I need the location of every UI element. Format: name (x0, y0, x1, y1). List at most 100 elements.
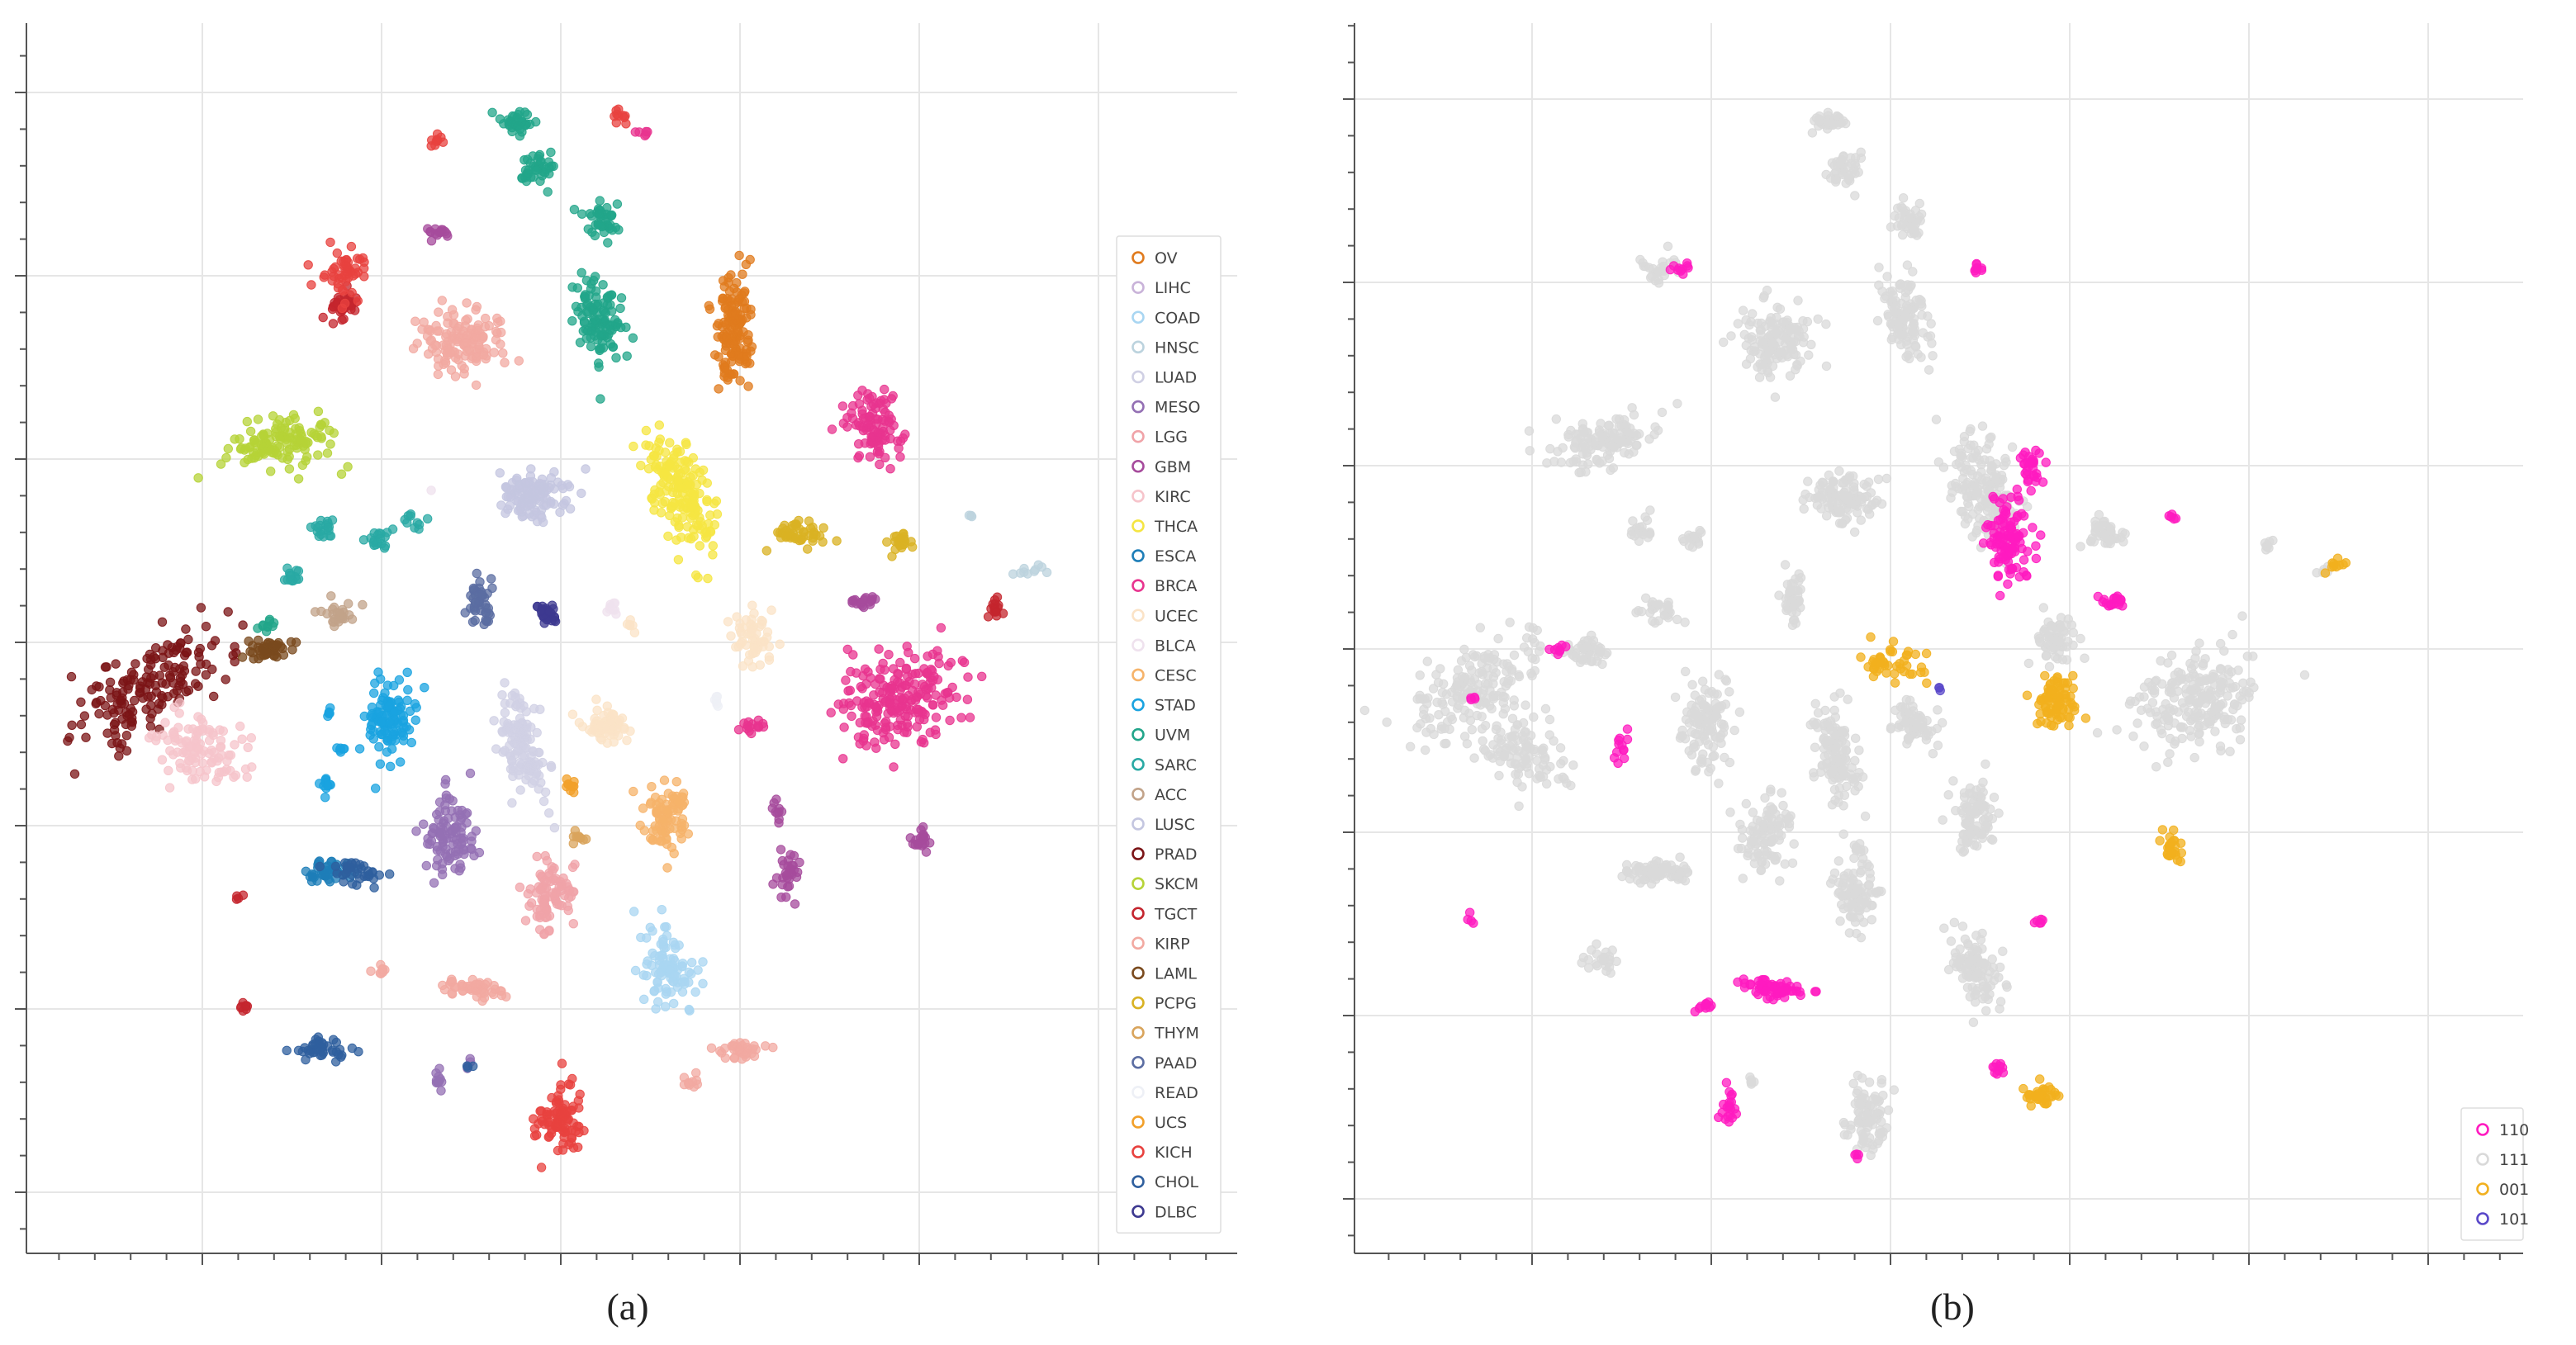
legend-label: KIRP (1155, 935, 1190, 953)
data-point (191, 679, 201, 689)
data-point (552, 1096, 562, 1106)
data-point (157, 755, 168, 765)
data-point (1871, 887, 1881, 897)
data-point (1657, 407, 1668, 418)
data-point (546, 498, 556, 509)
data-point (2132, 718, 2142, 728)
data-point (630, 965, 641, 976)
data-point (316, 432, 326, 442)
data-point (1511, 770, 1520, 779)
data-point (918, 830, 928, 840)
data-point (858, 736, 869, 746)
data-point (1672, 399, 1682, 409)
data-point (600, 315, 610, 325)
data-point (847, 598, 857, 608)
data-point (1959, 788, 1970, 798)
data-point (2194, 682, 2204, 692)
data-point (332, 248, 342, 258)
data-point (249, 437, 259, 448)
data-point (380, 688, 390, 698)
data-point (374, 707, 384, 717)
data-point (1412, 722, 1422, 733)
data-point (507, 477, 518, 488)
data-point (547, 161, 557, 171)
legend-label: OV (1155, 249, 1178, 268)
data-point (94, 708, 104, 719)
data-point (543, 1132, 553, 1142)
data-point (221, 452, 231, 463)
data-point (378, 967, 388, 978)
data-point (683, 829, 693, 839)
data-point (687, 958, 697, 968)
data-point (903, 722, 913, 732)
data-point (1608, 463, 1619, 473)
data-point (689, 532, 699, 542)
data-point (294, 423, 304, 433)
data-point (2190, 713, 2200, 722)
data-point (1565, 457, 1576, 468)
data-point (512, 496, 522, 506)
data-point (2163, 658, 2173, 668)
data-point (216, 459, 226, 469)
data-point (882, 683, 892, 693)
data-point (102, 728, 112, 738)
data-point (158, 730, 168, 740)
data-point (1858, 1136, 1868, 1146)
data-point (1767, 813, 1777, 823)
data-point (1469, 753, 1479, 763)
data-point (470, 615, 480, 626)
data-point (752, 644, 762, 655)
data-point (130, 659, 140, 669)
data-point (774, 814, 784, 824)
data-point (1968, 1017, 1979, 1027)
data-point (1839, 1130, 1850, 1140)
data-point (929, 671, 939, 681)
data-point (376, 674, 386, 684)
data-point (390, 707, 400, 717)
data-point (532, 851, 542, 862)
data-point (428, 828, 438, 838)
data-point (519, 733, 530, 743)
legend-label: KIRC (1155, 488, 1191, 506)
data-point (181, 624, 191, 634)
legend-label: KICH (1155, 1144, 1193, 1162)
data-point (151, 736, 161, 746)
data-point (2232, 724, 2242, 734)
data-point (1810, 699, 1820, 708)
data-point (742, 723, 752, 733)
data-point (636, 461, 646, 471)
data-point (486, 574, 496, 584)
cluster-luad (489, 678, 560, 833)
cluster-meso (431, 1063, 447, 1096)
data-point (1819, 718, 1829, 728)
data-point (526, 898, 537, 908)
data-point (194, 651, 204, 662)
data-point (1522, 633, 1532, 643)
cluster-stad (323, 703, 335, 722)
data-point (449, 982, 459, 992)
data-point (698, 465, 709, 476)
data-point (293, 1045, 304, 1056)
data-point (837, 401, 848, 411)
data-point (595, 196, 605, 206)
data-point (263, 445, 273, 456)
data-point (322, 448, 333, 458)
data-point (336, 1052, 346, 1062)
data-point (245, 426, 256, 437)
data-point (693, 505, 703, 515)
data-point (670, 970, 680, 981)
data-point (563, 905, 573, 916)
data-point (1488, 694, 1499, 703)
data-point (2092, 727, 2103, 738)
data-point (946, 657, 956, 668)
data-point (268, 411, 278, 421)
data-point (921, 691, 932, 701)
data-point (1938, 815, 1947, 825)
data-point (447, 305, 458, 315)
data-point (325, 877, 335, 887)
data-point (1710, 689, 1720, 699)
data-point (544, 926, 554, 936)
data-point (192, 742, 202, 752)
data-point (720, 303, 730, 313)
data-point (991, 607, 1001, 617)
